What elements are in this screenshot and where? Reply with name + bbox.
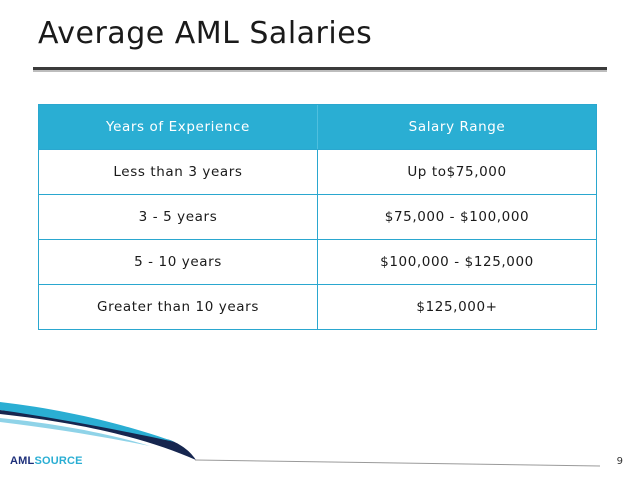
table-row: 3 - 5 years $75,000 - $100,000 bbox=[39, 194, 596, 239]
footer-swoosh-graphic bbox=[0, 402, 601, 467]
slide-title: Average AML Salaries bbox=[38, 16, 373, 51]
logo-text-source: SOURCE bbox=[34, 455, 83, 467]
table-row: Less than 3 years Up to$75,000 bbox=[39, 149, 596, 194]
experience-cell: Less than 3 years bbox=[113, 164, 243, 180]
salary-cell: $125,000+ bbox=[317, 285, 596, 329]
experience-cell: 5 - 10 years bbox=[134, 254, 222, 270]
experience-cell: 3 - 5 years bbox=[138, 209, 218, 225]
amlsource-logo: AMLSOURCE bbox=[10, 455, 83, 467]
experience-cell: Greater than 10 years bbox=[97, 299, 259, 315]
header-salary-range: Salary Range bbox=[317, 105, 596, 149]
salary-cell: $75,000 - $100,000 bbox=[317, 195, 596, 239]
salary-cell: $100,000 - $125,000 bbox=[317, 240, 596, 284]
logo-text-aml: AML bbox=[10, 455, 35, 467]
table-row: Greater than 10 years $125,000+ bbox=[39, 284, 596, 329]
title-underline bbox=[33, 67, 607, 70]
header-years-of-experience: Years of Experience bbox=[106, 119, 250, 135]
page-number: 9 bbox=[616, 456, 623, 467]
salary-table: Years of Experience Salary Range Less th… bbox=[38, 104, 597, 330]
table-header-row: Years of Experience Salary Range bbox=[39, 105, 596, 149]
title-underline-shadow bbox=[33, 70, 607, 72]
salary-cell: Up to$75,000 bbox=[317, 150, 596, 194]
table-row: 5 - 10 years $100,000 - $125,000 bbox=[39, 239, 596, 284]
